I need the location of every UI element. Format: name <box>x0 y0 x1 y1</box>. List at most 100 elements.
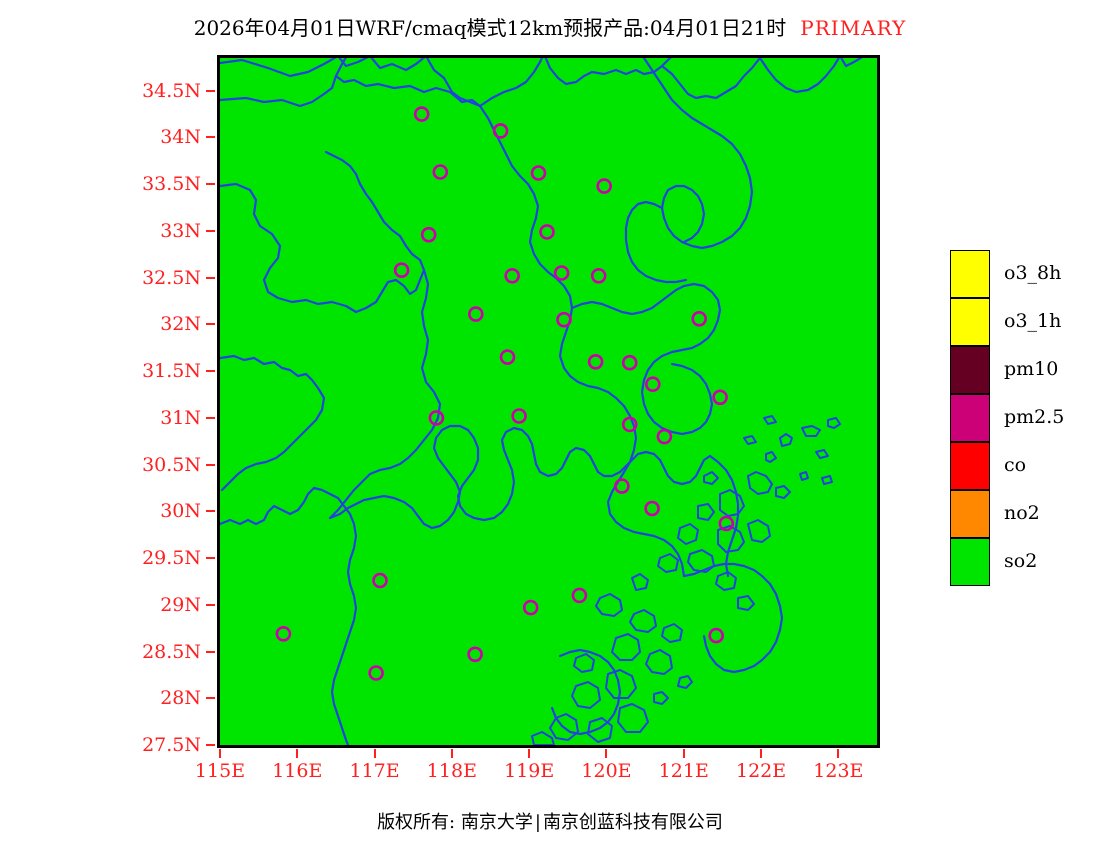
station-marker[interactable] <box>393 262 410 278</box>
y-axis-label: 32N <box>160 313 201 336</box>
x-axis-label: 115E <box>194 760 246 782</box>
station-marker[interactable] <box>530 165 547 181</box>
station-marker[interactable] <box>522 599 539 616</box>
station-marker[interactable] <box>504 268 521 284</box>
station-marker[interactable] <box>368 665 384 681</box>
station-marker[interactable] <box>428 410 445 426</box>
legend-item-so2[interactable]: so2 <box>950 537 1064 586</box>
legend-label: o3_8h <box>1004 262 1062 284</box>
y-axis-tick <box>206 323 215 326</box>
station-marker[interactable] <box>571 587 588 604</box>
station-markers <box>275 106 735 681</box>
x-axis-label: 116E <box>272 760 323 782</box>
station-marker[interactable] <box>553 265 570 281</box>
x-axis-label: 118E <box>426 760 477 782</box>
y-axis-label: 33N <box>160 219 201 242</box>
legend-panel[interactable]: o3_8h o3_1h pm10 pm2.5 co no2 so2 <box>950 249 1065 586</box>
y-axis-label: 28N <box>160 687 201 710</box>
station-marker[interactable] <box>467 646 483 663</box>
y-axis-label: 29N <box>160 593 201 616</box>
y-axis-tick <box>206 276 215 279</box>
y-axis-label: 34N <box>160 126 201 149</box>
y-axis-label: 34.5N <box>142 79 201 102</box>
station-marker[interactable] <box>420 226 437 243</box>
station-marker[interactable] <box>596 178 613 194</box>
station-marker[interactable] <box>556 311 572 328</box>
y-axis-label: 27.5N <box>142 734 201 756</box>
station-marker[interactable] <box>499 349 516 365</box>
station-marker[interactable] <box>468 306 484 322</box>
legend-item-co[interactable]: co <box>950 441 1064 490</box>
station-marker[interactable] <box>691 310 708 327</box>
station-marker[interactable] <box>621 354 638 371</box>
station-marker[interactable] <box>644 500 660 517</box>
station-marker[interactable] <box>614 478 630 494</box>
y-axis-tick <box>206 183 215 186</box>
y-axis-tick <box>206 557 215 560</box>
legend-label: so2 <box>1004 550 1038 572</box>
x-axis-tick <box>837 749 840 758</box>
y-axis-tick <box>206 650 215 653</box>
y-axis-label: 28.5N <box>142 640 201 663</box>
legend-swatch <box>950 489 990 538</box>
station-marker[interactable] <box>372 572 388 589</box>
legend-label: co <box>1004 454 1027 476</box>
station-marker[interactable] <box>539 224 555 240</box>
legend-item-o3-8h[interactable]: o3_8h <box>950 249 1064 298</box>
y-axis-tick <box>206 136 215 139</box>
y-axis-tick <box>206 697 215 700</box>
legend-swatch <box>950 249 990 298</box>
legend-item-pm2-5[interactable]: pm2.5 <box>950 393 1065 442</box>
station-marker[interactable] <box>644 376 661 393</box>
x-axis-label: 121E <box>658 760 709 782</box>
legend-item-pm10[interactable]: pm10 <box>950 345 1064 394</box>
station-marker[interactable] <box>432 164 449 180</box>
station-marker[interactable] <box>708 627 725 644</box>
station-marker[interactable] <box>712 389 728 406</box>
x-axis-label: 117E <box>349 760 400 782</box>
title-primary-label: PRIMARY <box>800 16 907 40</box>
x-axis-tick <box>373 749 376 758</box>
station-marker[interactable] <box>590 268 607 284</box>
station-marker[interactable] <box>492 123 509 139</box>
x-axis-tick <box>760 749 763 758</box>
map-canvas <box>220 58 863 745</box>
y-axis-tick <box>206 416 215 419</box>
y-axis-tick <box>206 463 215 466</box>
map-panel[interactable] <box>217 55 880 748</box>
legend-swatch <box>950 537 990 586</box>
x-axis-tick <box>605 749 608 758</box>
y-axis-tick <box>206 510 215 513</box>
legend-label: pm2.5 <box>1004 406 1065 428</box>
x-axis-label: 123E <box>813 760 864 782</box>
x-axis-label: 120E <box>581 760 632 782</box>
y-axis-tick <box>206 603 215 606</box>
y-axis-label: 29.5N <box>142 547 201 570</box>
y-axis-tick <box>206 229 215 232</box>
station-marker[interactable] <box>587 353 604 370</box>
x-axis-tick <box>450 749 453 758</box>
station-marker[interactable] <box>621 416 638 433</box>
x-axis-tick <box>219 749 221 758</box>
legend-label: pm10 <box>1004 358 1059 380</box>
y-axis-label: 30.5N <box>142 453 201 476</box>
province-boundaries <box>220 58 863 745</box>
footer-right-text: 南京创蓝科技有限公司 <box>542 812 723 833</box>
station-marker[interactable] <box>275 625 292 642</box>
legend-item-no2[interactable]: no2 <box>950 489 1064 538</box>
y-axis-tick <box>206 370 215 373</box>
copyright-footer: 版权所有: 南京大学 | 南京创蓝科技有限公司 <box>0 808 1100 834</box>
station-marker[interactable] <box>413 106 430 122</box>
station-marker[interactable] <box>656 428 673 445</box>
legend-swatch <box>950 297 990 346</box>
legend-label: no2 <box>1004 502 1040 524</box>
station-marker[interactable] <box>718 515 735 532</box>
x-axis-tick <box>682 749 685 758</box>
y-axis-label: 33.5N <box>142 173 201 196</box>
y-axis-tick <box>206 744 215 746</box>
station-marker[interactable] <box>511 408 527 424</box>
legend-swatch <box>950 345 990 394</box>
title-main-text: 2026年04月01日WRF/cmaq模式12km预报产品:04月01日21时 <box>193 16 787 40</box>
legend-item-o3-1h[interactable]: o3_1h <box>950 297 1064 346</box>
